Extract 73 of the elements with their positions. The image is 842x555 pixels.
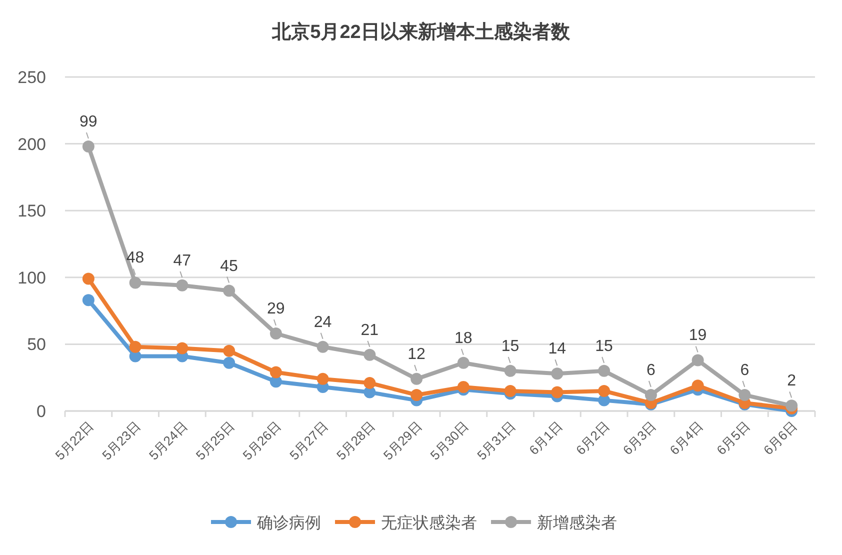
point [82,272,94,285]
x-tick-label: 5月26日 [240,418,284,463]
x-tick-label: 5月27日 [286,418,331,463]
point [316,372,329,385]
point [551,386,564,398]
point [786,400,798,412]
annotation: 2 [787,372,796,390]
point [316,340,329,353]
y-tick-label: 100 [18,268,46,288]
annotation: 24 [314,314,332,331]
point [504,364,516,377]
x-tick-label: 6月2日 [572,418,612,458]
legend-label: 无症状感染者 [381,514,477,532]
point [270,328,282,340]
x-tick-label: 6月6日 [760,418,800,458]
point [692,380,704,392]
x-tick-label: 5月23日 [99,418,144,463]
annotation: 6 [740,362,750,379]
x-tick-label: 5月25日 [192,418,238,463]
point [364,376,376,389]
y-tick-label: 0 [36,402,46,421]
x-tick-label: 6月3日 [620,418,660,458]
annotation: 15 [595,338,614,355]
point [457,356,470,369]
point [270,366,282,378]
point [504,384,516,397]
x-tick-label: 5月31日 [474,418,518,463]
point [223,284,236,297]
x-tick-label: 5月30日 [427,418,472,463]
point [551,368,564,380]
point [364,348,376,361]
point [176,342,188,354]
annotation: 99 [80,113,98,130]
legend-label: 新增感染者 [537,514,617,532]
point [223,356,236,369]
annotation: 45 [220,258,238,275]
annotation: 18 [454,330,472,347]
x-tick-label: 5月28日 [333,418,378,463]
annotation: 6 [646,362,656,379]
x-tick-label: 5月29日 [380,418,425,463]
x-tick-label: 5月22日 [52,418,97,463]
point [129,340,142,353]
x-tick-label: 6月4日 [666,418,706,458]
annotation: 15 [501,338,520,355]
point [410,388,423,401]
point [82,294,94,306]
annotation: 47 [173,252,192,270]
point [738,388,751,401]
x-tick-label: 6月5日 [714,418,753,458]
x-tick-label: 6月1日 [526,418,566,458]
point [410,372,423,385]
point [598,384,610,397]
y-tick-label: 200 [18,134,46,154]
point [223,344,236,357]
annotation: 29 [267,300,285,318]
annotation: 48 [126,250,144,267]
y-tick-label: 50 [27,335,46,354]
chart-title: 北京5月22日以来新增本土感染者数 [271,21,571,43]
annotation: 21 [360,322,379,339]
point [692,354,704,366]
y-tick-label: 150 [18,202,46,221]
point [82,140,94,152]
point [644,388,657,401]
legend-label: 确诊病例 [256,514,321,532]
annotation: 12 [408,346,426,363]
point [457,380,470,393]
annotation: 19 [688,327,707,344]
annotation: 14 [548,340,566,358]
y-tick-label: 250 [18,68,46,87]
point [129,276,142,289]
x-tick-label: 5月24日 [146,418,190,463]
point [176,279,188,292]
point [598,364,610,377]
